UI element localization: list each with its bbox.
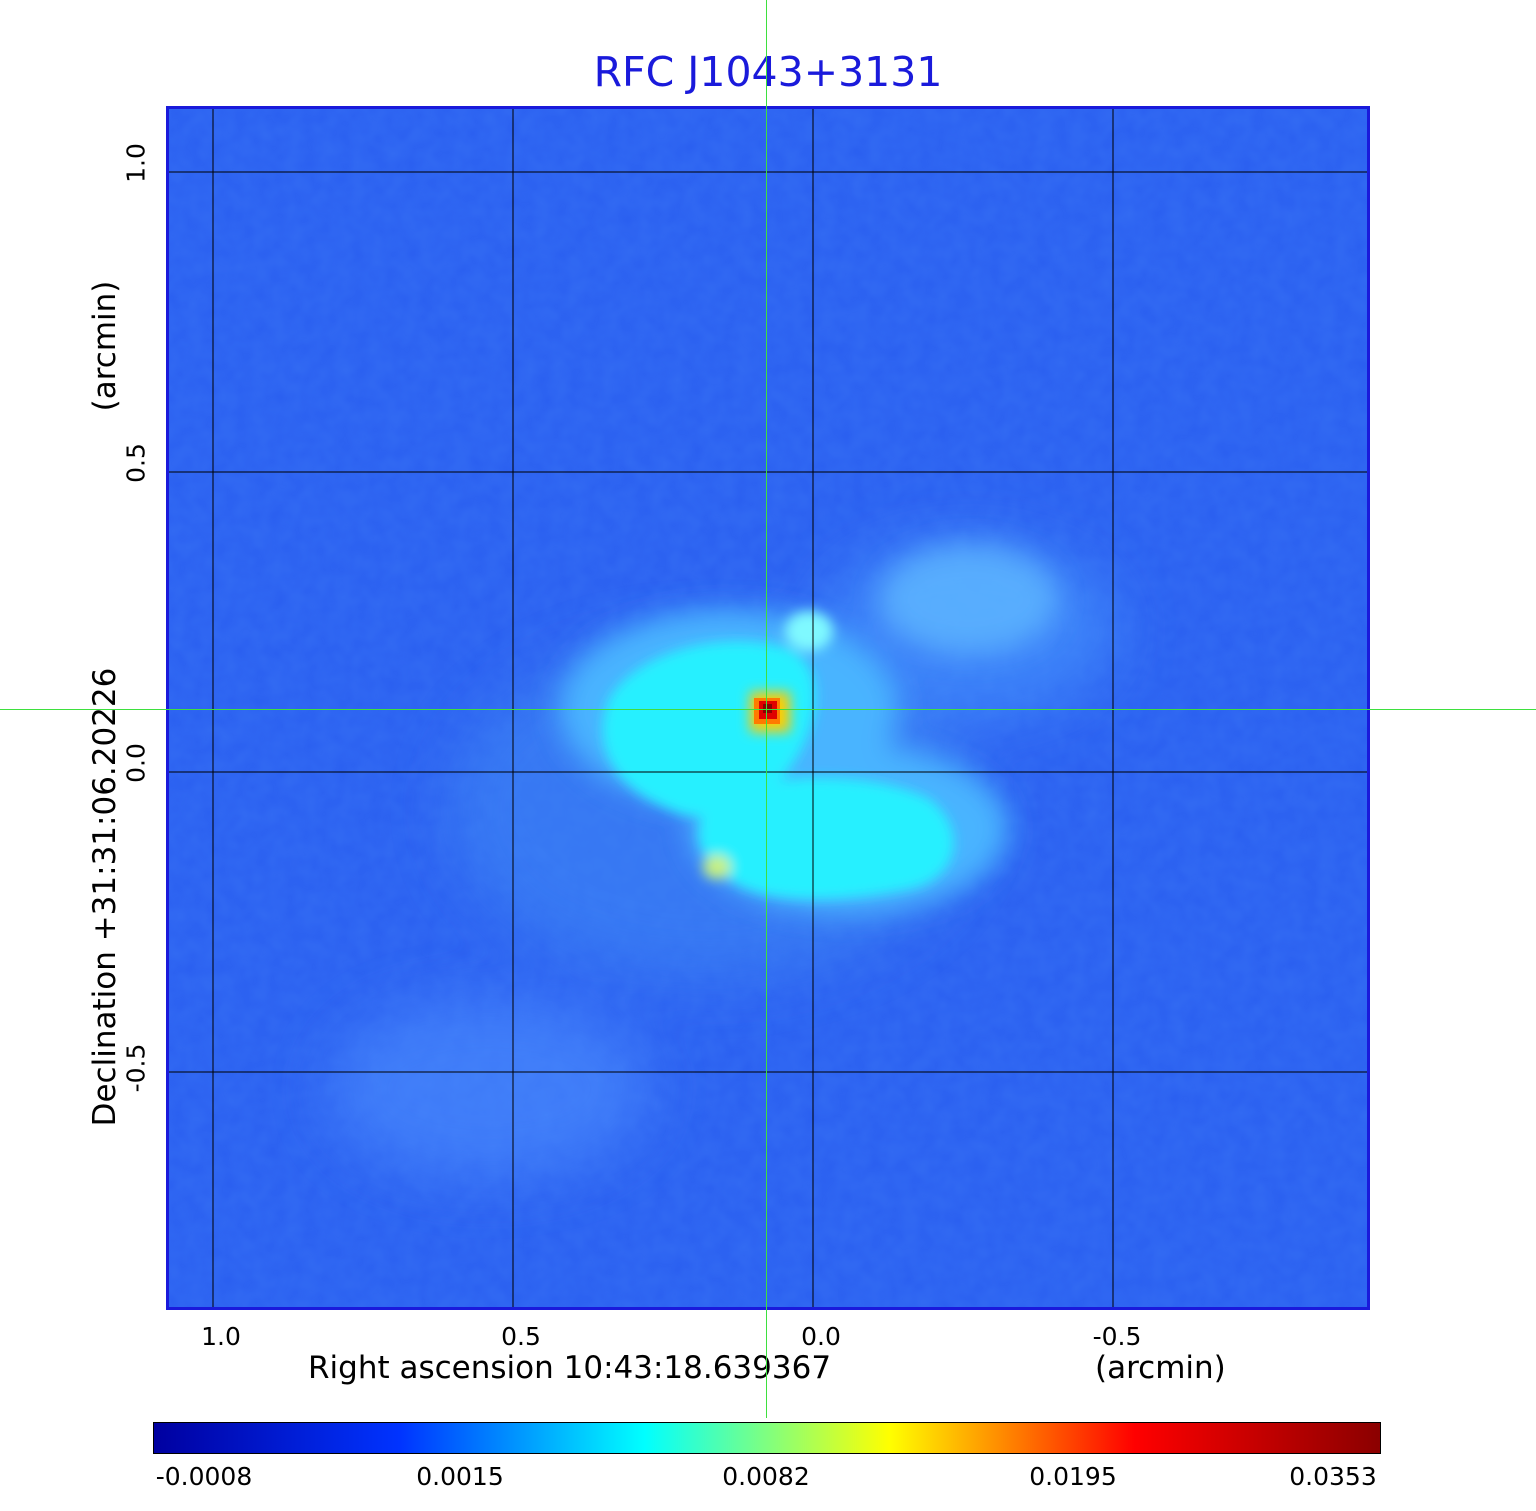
x-tick-label: 0.0 <box>801 1322 841 1351</box>
coordinate-grid <box>169 109 1367 1307</box>
x-axis-unit: (arcmin) <box>1095 1350 1226 1386</box>
x-tick-label: 0.5 <box>501 1322 541 1351</box>
y-tick-label: 1.0 <box>121 143 151 183</box>
colorbar-tick-label: 0.0195 <box>1029 1462 1117 1491</box>
bright-core <box>750 692 790 732</box>
x-axis-label: Right ascension 10:43:18.639367 <box>308 1350 832 1386</box>
plot-title: RFC J1043+3131 <box>593 48 943 96</box>
y-axis-unit: (arcmin) <box>87 280 123 412</box>
y-tick-label: -0.5 <box>121 1043 151 1093</box>
x-tick-label: 1.0 <box>201 1322 241 1351</box>
colorbar-tick-label: -0.0008 <box>155 1462 253 1491</box>
colorbar-tick-label: 0.0082 <box>722 1462 810 1491</box>
colorbar <box>153 1422 1381 1454</box>
y-axis-label: Declination +31:31:06.20226 <box>87 667 123 1127</box>
colorbar-tick-label: 0.0015 <box>416 1462 504 1491</box>
lobes <box>602 611 954 899</box>
y-tick-label: 0.5 <box>121 443 151 483</box>
sky-image-frame[interactable] <box>166 106 1370 1310</box>
x-tick-label: -0.5 <box>1092 1322 1142 1351</box>
y-tick-label: 0.0 <box>121 743 151 783</box>
colorbar-tick-label: 0.0353 <box>1289 1462 1377 1491</box>
crosshair-horizontal <box>0 709 1536 710</box>
sky-image <box>169 109 1367 1307</box>
